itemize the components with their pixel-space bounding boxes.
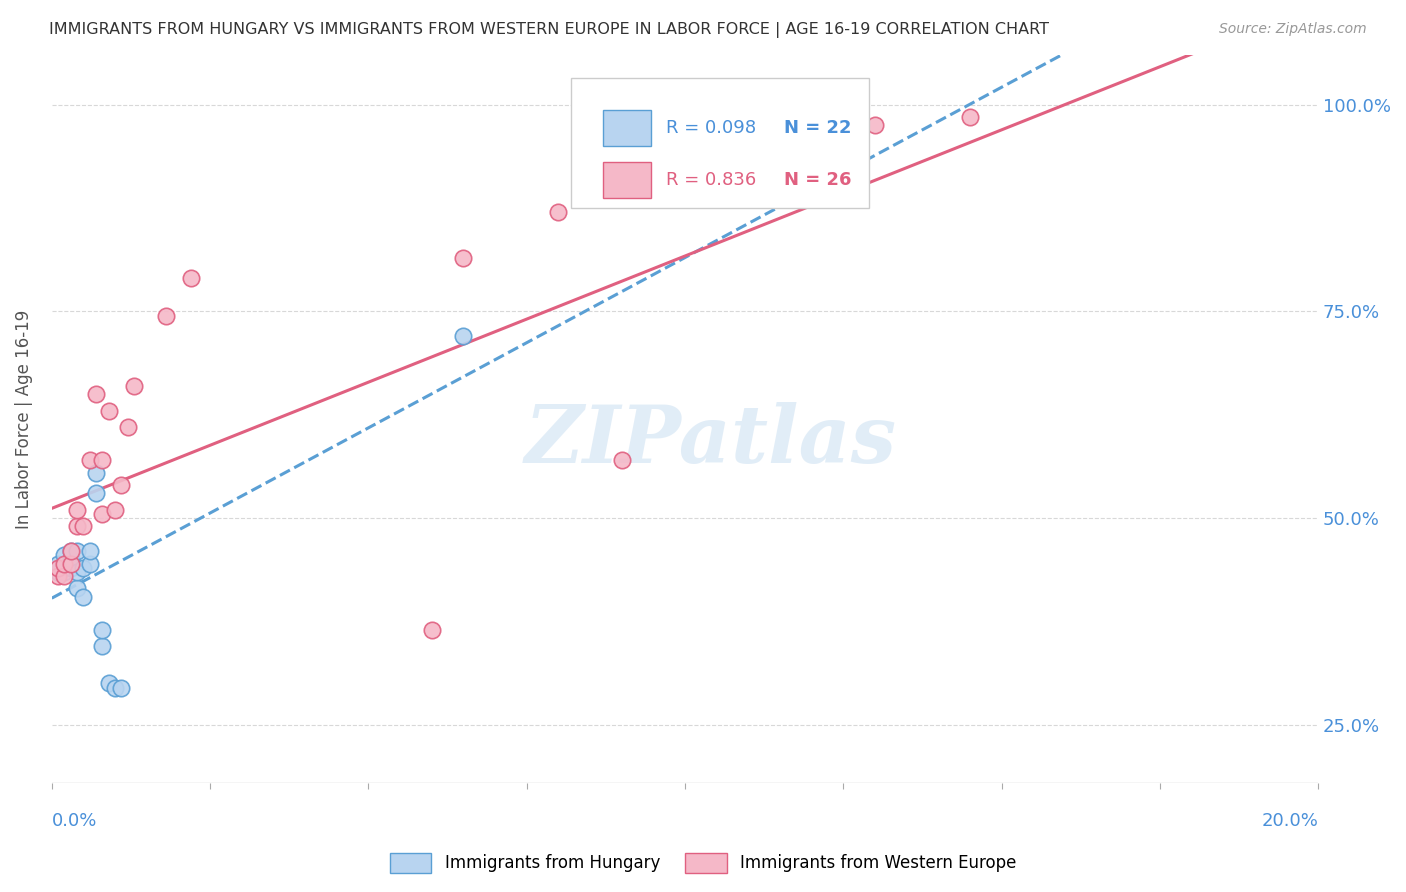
Point (420, 623, 443, 637)
Point (59, 560, 82, 574)
FancyBboxPatch shape (603, 162, 651, 198)
Point (122, 379, 145, 393)
Point (72, 519, 94, 533)
Point (59, 544, 82, 558)
Point (104, 503, 127, 517)
Point (959, 110, 981, 124)
Text: 0.0%: 0.0% (52, 812, 97, 830)
Point (91, 507, 114, 521)
Point (46, 569, 69, 583)
Text: N = 26: N = 26 (783, 171, 851, 189)
Point (46, 565, 69, 579)
FancyBboxPatch shape (603, 110, 651, 146)
Point (59, 544, 82, 558)
Point (610, 453, 633, 467)
Point (53, 569, 76, 583)
Point (53, 565, 76, 579)
Text: Source: ZipAtlas.com: Source: ZipAtlas.com (1219, 22, 1367, 37)
Point (104, 681, 127, 695)
Point (79, 557, 101, 571)
Text: R = 0.836: R = 0.836 (666, 171, 756, 189)
Point (53, 549, 76, 563)
Text: 20.0%: 20.0% (1261, 812, 1319, 830)
Point (59, 552, 82, 566)
FancyBboxPatch shape (571, 78, 869, 208)
Point (110, 681, 132, 695)
Point (547, 205, 569, 219)
Point (84, 387, 107, 401)
Point (72, 560, 94, 574)
Point (59, 557, 82, 571)
Point (117, 420, 139, 434)
Point (46, 557, 69, 571)
Point (79, 453, 101, 467)
Point (453, 251, 475, 265)
Point (79, 544, 101, 558)
Y-axis label: In Labor Force | Age 16-19: In Labor Force | Age 16-19 (15, 310, 32, 528)
Point (66, 544, 89, 558)
Point (66, 519, 89, 533)
Point (66, 565, 89, 579)
Text: ZIPatlas: ZIPatlas (524, 402, 897, 480)
Point (91, 453, 114, 467)
Point (863, 119, 886, 133)
Point (180, 271, 202, 285)
Point (155, 309, 177, 323)
Point (66, 582, 89, 596)
Text: IMMIGRANTS FROM HUNGARY VS IMMIGRANTS FROM WESTERN EUROPE IN LABOR FORCE | AGE 1: IMMIGRANTS FROM HUNGARY VS IMMIGRANTS FR… (49, 22, 1049, 38)
Point (453, 329, 475, 343)
Point (84, 466, 107, 480)
Text: R = 0.098: R = 0.098 (666, 119, 756, 136)
Text: N = 22: N = 22 (783, 119, 851, 136)
Point (72, 590, 94, 604)
Point (91, 623, 114, 637)
Point (91, 639, 114, 653)
Legend: Immigrants from Hungary, Immigrants from Western Europe: Immigrants from Hungary, Immigrants from… (382, 847, 1024, 880)
Point (97, 403, 120, 417)
Point (97, 676, 120, 690)
Point (84, 486, 107, 500)
Point (46, 560, 69, 574)
Point (53, 557, 76, 571)
Point (66, 503, 89, 517)
Point (110, 478, 132, 492)
